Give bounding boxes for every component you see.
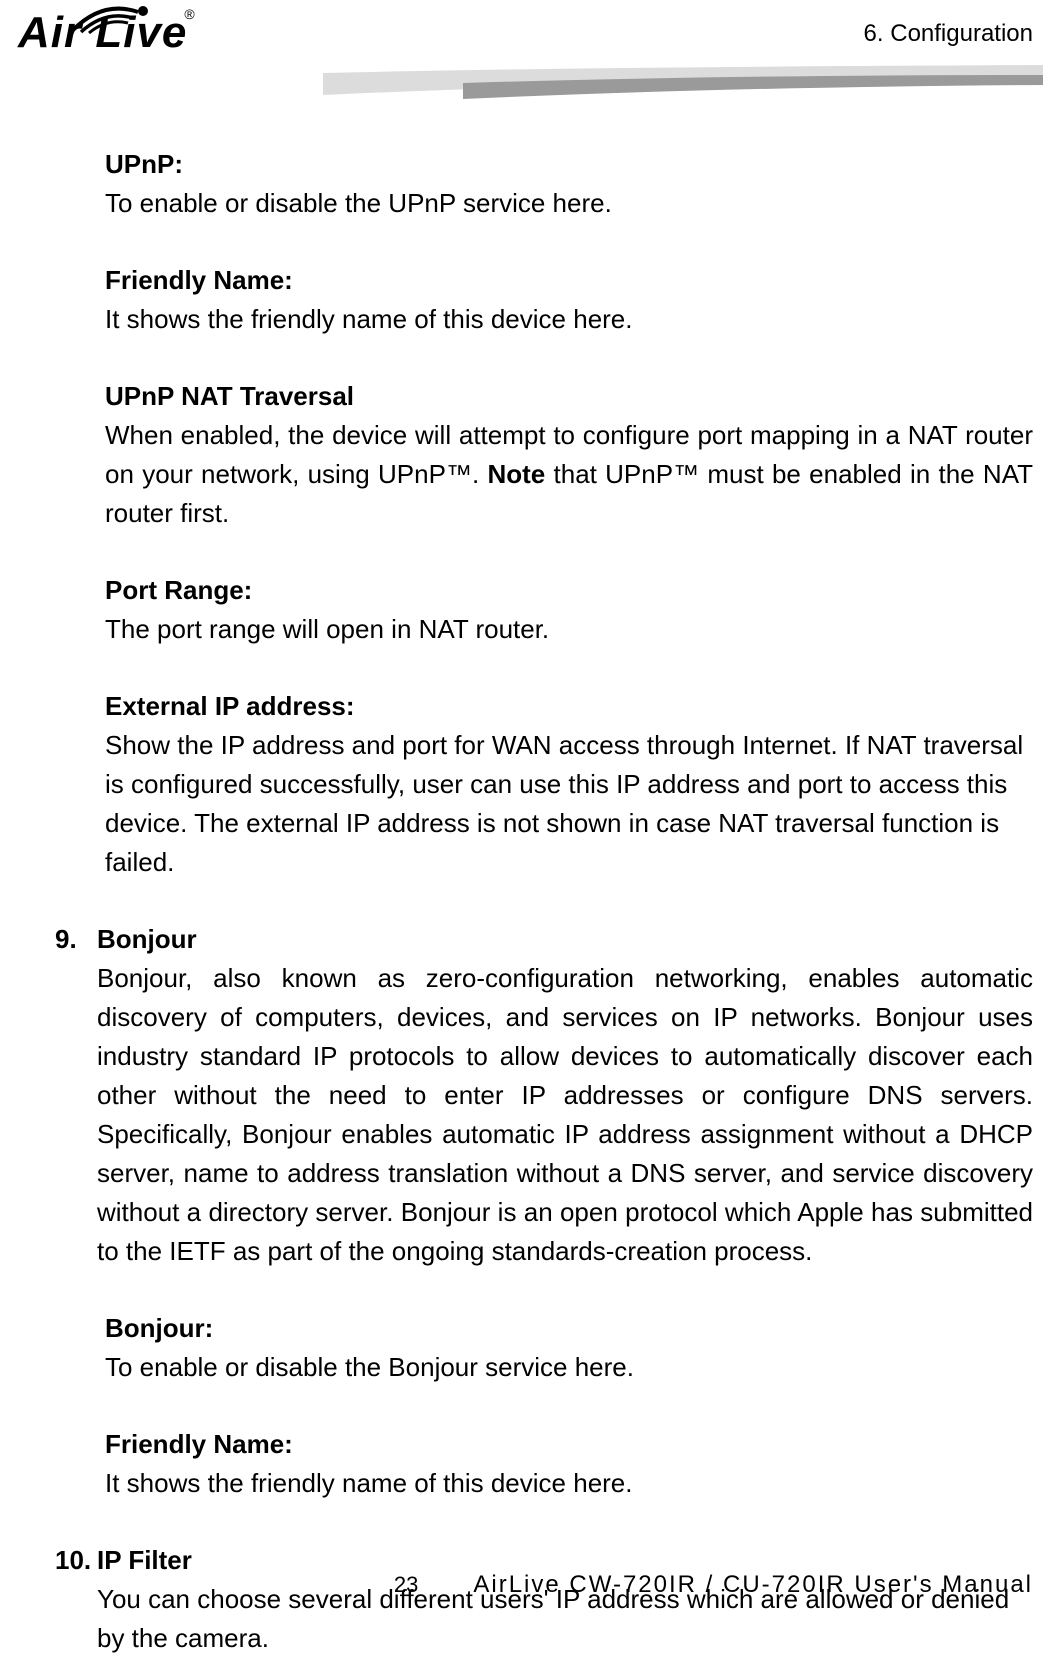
section-external-ip: External IP address: Show the IP address…	[105, 687, 1033, 882]
header-swoosh-icon	[323, 65, 1043, 105]
section-bonjour-opt: Bonjour: To enable or disable the Bonjou…	[105, 1309, 1033, 1387]
page-number: 23	[394, 1572, 418, 1598]
chapter-title: 6. Configuration	[864, 20, 1033, 48]
section-port-range: Port Range: The port range will open in …	[105, 571, 1033, 649]
nat-label: UPnP NAT Traversal	[105, 377, 1033, 416]
section-9-number: 9.	[55, 920, 97, 959]
upnp-desc: To enable or disable the UPnP service he…	[105, 184, 1033, 223]
nat-desc: When enabled, the device will attempt to…	[105, 416, 1033, 533]
page-footer: 23 AirLive CW-720IR / CU-720IR User's Ma…	[0, 1571, 1033, 1599]
section-9-body: Bonjour, also known as zero-configuratio…	[97, 959, 1033, 1271]
friendly2-label: Friendly Name:	[105, 1425, 1033, 1464]
friendly1-desc: It shows the friendly name of this devic…	[105, 300, 1033, 339]
footer-manual-title: AirLive CW-720IR / CU-720IR User's Manua…	[473, 1571, 1033, 1599]
friendly2-desc: It shows the friendly name of this devic…	[105, 1464, 1033, 1503]
extip-label: External IP address:	[105, 687, 1033, 726]
brand-name: Air Live	[18, 8, 187, 57]
section-friendly-name-2: Friendly Name: It shows the friendly nam…	[105, 1425, 1033, 1503]
bonjour-desc: To enable or disable the Bonjour service…	[105, 1348, 1033, 1387]
bonjour-label: Bonjour:	[105, 1309, 1033, 1348]
port-desc: The port range will open in NAT router.	[105, 610, 1033, 649]
brand-logo: Air Live®	[18, 8, 263, 58]
section-friendly-name-1: Friendly Name: It shows the friendly nam…	[105, 261, 1033, 339]
section-9-title: Bonjour	[97, 920, 197, 959]
section-nat-traversal: UPnP NAT Traversal When enabled, the dev…	[105, 377, 1033, 533]
extip-desc: Show the IP address and port for WAN acc…	[105, 726, 1033, 882]
section-9-heading: 9. Bonjour	[55, 920, 1033, 959]
nat-desc-note: Note	[487, 459, 545, 489]
trademark-icon: ®	[184, 6, 194, 22]
upnp-label: UPnP:	[105, 145, 1033, 184]
section-upnp: UPnP: To enable or disable the UPnP serv…	[105, 145, 1033, 223]
page-content: UPnP: To enable or disable the UPnP serv…	[0, 95, 1043, 1658]
friendly1-label: Friendly Name:	[105, 261, 1033, 300]
page-header: Air Live® 6. Configuration	[0, 0, 1043, 95]
port-label: Port Range:	[105, 571, 1033, 610]
